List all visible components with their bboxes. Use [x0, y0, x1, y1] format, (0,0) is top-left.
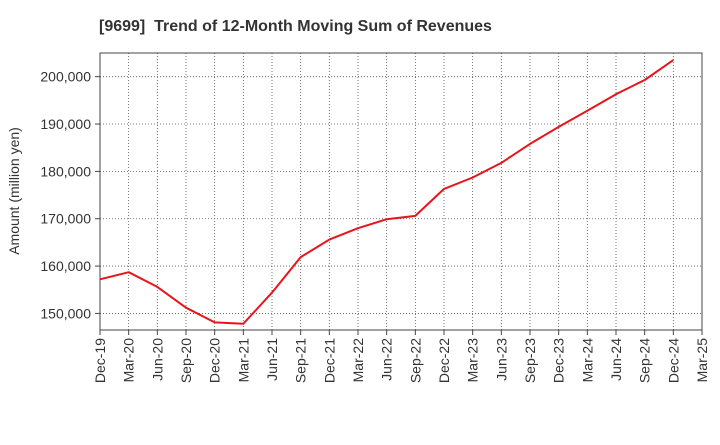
x-tick-label: Mar-25 — [694, 338, 710, 383]
x-tick-label: Jun-22 — [379, 338, 395, 381]
y-tick-labels: 150,000 160,000 170,000 180,000 190,000 200,0… — [40, 69, 100, 322]
x-tick-label: Jun-21 — [264, 338, 280, 381]
y-tick-label: 170,000 — [40, 211, 91, 227]
chart-title: [9699] Trend of 12-Month Moving Sum of R… — [99, 18, 492, 35]
x-tick-label: Sep-23 — [522, 338, 538, 383]
y-tick-label: 200,000 — [40, 69, 91, 85]
y-axis-label: Amount (million yen) — [6, 127, 22, 255]
axes — [100, 53, 702, 330]
y-tick-label: 190,000 — [40, 116, 91, 132]
x-tick-label: Dec-22 — [436, 338, 452, 383]
x-tick-label: Jun-20 — [149, 338, 165, 381]
x-tick-label: Sep-20 — [178, 338, 194, 383]
grid-lines — [100, 53, 702, 330]
x-tick-label: Mar-23 — [465, 338, 481, 383]
x-tick-label: Jun-24 — [608, 338, 624, 381]
x-tick-label: Dec-21 — [321, 338, 337, 383]
x-tick-labels: Dec-19 Mar-20 Jun-20 Sep-20 Dec-20 Mar-21 Jun-… — [92, 330, 710, 383]
x-tick-label: Dec-24 — [665, 338, 681, 383]
x-tick-label: Mar-20 — [121, 338, 137, 383]
x-tick-label: Mar-21 — [235, 338, 251, 383]
x-tick-label: Sep-24 — [637, 338, 653, 383]
x-tick-label: Dec-20 — [207, 338, 223, 383]
x-tick-label: Mar-24 — [579, 338, 595, 383]
x-tick-label: Sep-21 — [293, 338, 309, 383]
x-tick-label: Jun-23 — [493, 338, 509, 381]
x-tick-label: Sep-22 — [407, 338, 423, 383]
x-tick-label: Dec-23 — [551, 338, 567, 383]
plot-frame — [100, 53, 702, 330]
x-tick-label: Dec-19 — [92, 338, 108, 383]
x-tick-label: Mar-22 — [350, 338, 366, 383]
y-tick-label: 160,000 — [40, 258, 91, 274]
y-tick-label: 180,000 — [40, 163, 91, 179]
y-tick-label: 150,000 — [40, 305, 91, 321]
